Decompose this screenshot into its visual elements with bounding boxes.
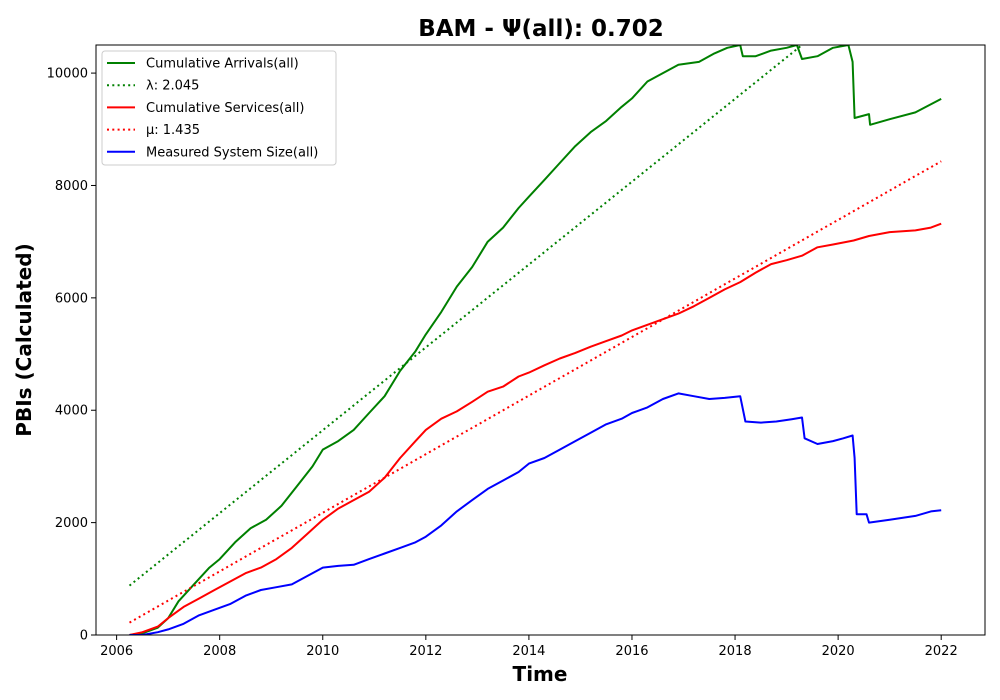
series-line-0 xyxy=(129,45,942,635)
legend-label: Cumulative Services(all) xyxy=(146,101,304,116)
chart-title: BAM - Ψ(all): 0.702 xyxy=(418,16,664,42)
legend: Cumulative Arrivals(all) λ: 2.045 Cumulati… xyxy=(101,50,337,166)
y-tick-label: 6000 xyxy=(55,291,88,306)
series-line-2 xyxy=(129,222,942,635)
y-axis: 0 2000 4000 6000 8000 10000 xyxy=(47,67,96,644)
y-axis-label: PBIs (Calculated) xyxy=(12,243,36,436)
series-line-1 xyxy=(128,45,803,587)
series-line-4 xyxy=(129,392,942,635)
x-tick-label: 2016 xyxy=(615,644,648,659)
y-tick-label: 4000 xyxy=(55,404,88,419)
x-tick-label: 2006 xyxy=(100,644,133,659)
legend-label: Cumulative Arrivals(all) xyxy=(146,57,299,72)
legend-box xyxy=(101,50,337,166)
x-tick-label: 2018 xyxy=(719,644,752,659)
series-line-3 xyxy=(129,160,942,624)
legend-label: μ: 1.435 xyxy=(146,123,200,138)
x-tick-label: 2020 xyxy=(822,644,855,659)
x-tick-label: 2012 xyxy=(409,644,442,659)
legend-label: λ: 2.045 xyxy=(146,79,199,94)
x-tick-label: 2008 xyxy=(203,644,236,659)
legend-label: Measured System Size(all) xyxy=(146,145,318,160)
y-tick-label: 8000 xyxy=(55,179,88,194)
plot-frame xyxy=(95,44,986,636)
x-axis-label: Time xyxy=(513,662,568,686)
x-tick-label: 2014 xyxy=(512,644,545,659)
x-axis: 2006 2008 2010 2012 2014 2016 2018 2020 2022 xyxy=(100,635,958,659)
y-tick-label: 2000 xyxy=(55,516,88,531)
y-tick-label: 0 xyxy=(80,629,88,644)
y-tick-label: 10000 xyxy=(47,67,88,82)
series-layer xyxy=(128,45,942,635)
x-tick-label: 2022 xyxy=(925,644,958,659)
x-tick-label: 2010 xyxy=(306,644,339,659)
